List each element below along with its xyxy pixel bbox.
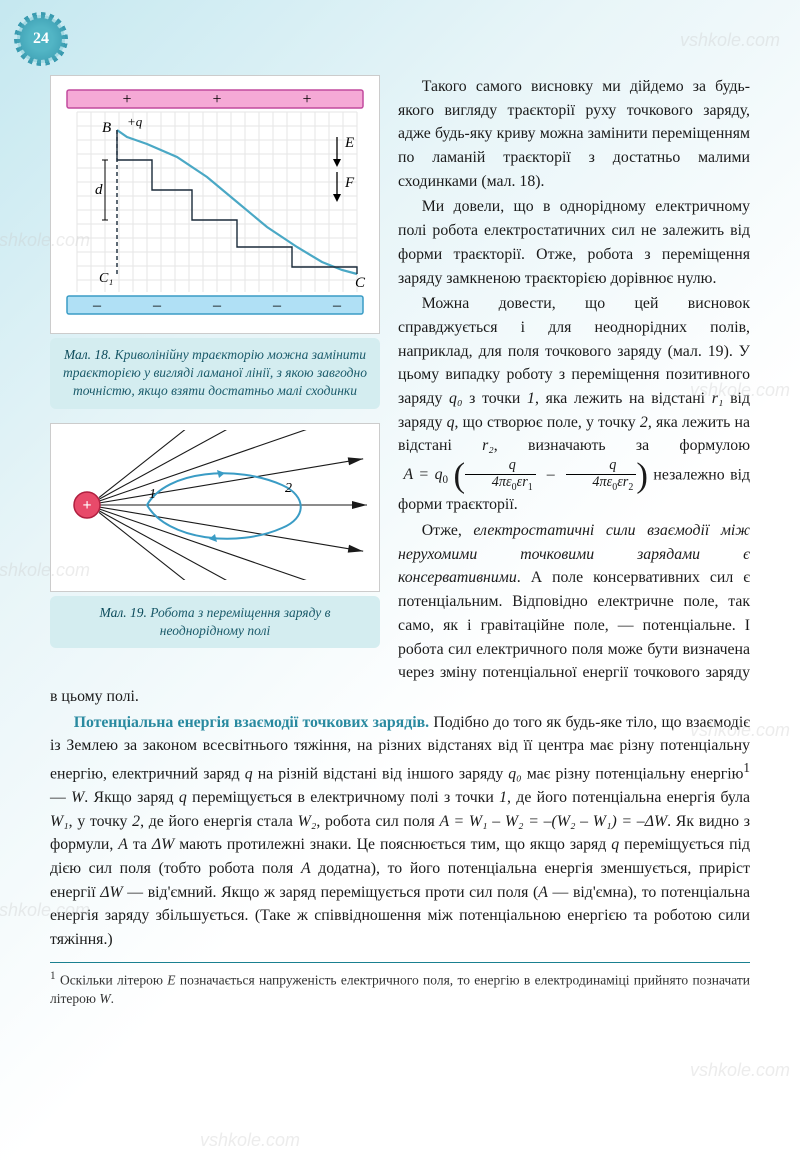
svg-text:2: 2 [285,481,292,496]
figure-19-svg: +1 2 [57,430,373,580]
sym-q0: q₀ [508,765,521,782]
svg-text:+q: +q [127,114,143,129]
p5-text: — від'ємний. Якщо ж заряд переміщується … [123,884,539,901]
footnote-rule [50,962,750,963]
svg-text:–: – [332,297,342,314]
svg-text:+: + [82,497,91,514]
p5-text: , робота сил поля [316,813,439,830]
page-number: 24 [33,30,49,48]
sym-r1: r₁ [712,390,724,407]
svg-text:1: 1 [149,487,156,502]
sym-A: A [301,860,311,877]
svg-text:F⃗: F⃗ [344,175,366,191]
svg-text:E⃗: E⃗ [344,135,366,151]
figure-18-svg: + + + – – – – – d E⃗ F⃗ B +q C₁ C [57,82,373,322]
footnote: 1 Оскільки літерою E позначається напруж… [50,969,750,1009]
p3-text: , визначають за формулою [494,437,750,454]
svg-text:B: B [102,120,111,136]
sym-1: 1 [527,390,535,407]
footnote-marker: 1 [743,760,750,775]
sym-dW: ΔW [100,884,122,901]
figure-19-caption-text: Робота з переміщення заряду в неоднорідн… [150,605,330,638]
p3-text: з точки [462,390,527,407]
svg-text:d: d [95,182,103,198]
p5-text: , де його потенціальна енергія була [507,789,750,806]
sym-2: 2 [132,813,140,830]
p5-text: та [128,836,152,853]
svg-text:–: – [92,297,102,314]
figure-19-caption: Мал. 19. Робота з переміщення заряду в н… [50,596,380,648]
paragraph-5: Потенціальна енергія взаємодії точкових … [50,711,750,952]
sym-W: W [99,991,110,1006]
p5-text: , у точку [69,813,133,830]
svg-text:C: C [355,275,366,291]
figure-18: + + + – – – – – d E⃗ F⃗ B +q C₁ C [50,75,380,334]
p5-text: мають протилежні знаки. Це пояснюється т… [174,836,611,853]
sym-1: 1 [499,789,507,806]
sym-W1: W₁ [50,813,69,830]
p3-text: , яка лежить на відстані [535,390,712,407]
page-content: +++–––––dE⃗F⃗B+qC₁C Мал. 18. Криволінійн… [50,75,750,1140]
svg-text:+: + [212,91,221,108]
p5-text: , де його енергія стала [140,813,298,830]
svg-text:+: + [122,91,131,108]
sym-2: 2 [640,414,648,431]
sym-q0: q₀ [449,390,462,407]
figures-column: + + + – – – – – d E⃗ F⃗ B +q C₁ C Мал. 18. Криволінійн… [50,75,380,662]
figure-19: +1 2 [50,423,380,592]
svg-text:–: – [152,297,162,314]
svg-text:C₁: C₁ [99,271,113,286]
p5-text: . Якщо заряд [84,789,179,806]
p5-text: на різній відстані від іншого заряду [253,765,509,782]
sym-E: E [167,972,175,987]
p5-text: має різну потенціальну енергію [522,765,744,782]
svg-text:–: – [212,297,222,314]
footnote-text: . [111,991,114,1006]
watermark: vshkole.com [680,30,780,51]
sym-A: A [118,836,128,853]
sym-q: q [179,789,187,806]
sym-q: q [447,414,455,431]
footnote-text: Оскільки літерою [56,972,168,987]
sym-W: W [71,789,84,806]
p4-text: Отже, [422,522,474,539]
figure-18-caption: Мал. 18. Криволінійну траєкторію можна з… [50,338,380,409]
p3-text: , що створює поле, у точку [455,414,640,431]
sym-W2: W₂ [298,813,317,830]
p5-text: — [50,789,71,806]
sym-r2: r₂ [482,437,494,454]
page-number-badge: 24 [20,18,62,60]
p5-text: переміщується в електричному полі з точк… [187,789,499,806]
formula-work: A = q0 (q4πε0εr1 – q4πε0εr2) [398,466,653,483]
svg-text:+: + [302,91,311,108]
sym-dW: ΔW [152,836,174,853]
sym-A: A [538,884,548,901]
svg-text:–: – [272,297,282,314]
formula-A-eq: A = W₁ – W₂ = –(W₂ – W₁) = –ΔW [439,813,667,830]
sym-q: q [245,765,253,782]
figure-18-label: Мал. 18. [64,347,111,362]
figure-19-label: Мал. 19. [100,605,147,620]
section-heading: Потенціальна енергія взаємодії точкових … [74,714,429,731]
